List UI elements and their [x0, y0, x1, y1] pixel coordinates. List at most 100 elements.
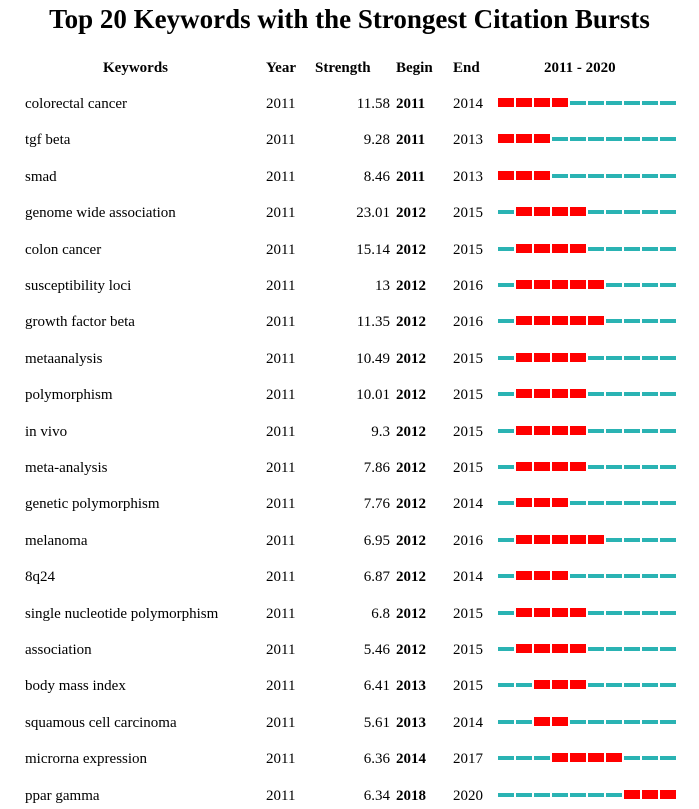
- timeline-segment: [660, 647, 677, 651]
- keyword-cell: tgf beta: [25, 132, 71, 149]
- strength-cell: 7.86: [363, 460, 390, 476]
- timeline-segment: [660, 574, 677, 579]
- timeline-segment: [588, 465, 605, 469]
- burst-segment: [534, 280, 551, 289]
- timeline-segment: [498, 392, 515, 397]
- burst-segment: [552, 389, 569, 399]
- burst-segment: [552, 98, 569, 107]
- year-cell: 2011: [266, 605, 296, 622]
- timeline-segment: [606, 210, 623, 215]
- burst-segment: [552, 316, 569, 326]
- timeline-segment: [498, 246, 515, 251]
- burst-segment: [516, 316, 533, 326]
- burst-segment: [606, 753, 623, 763]
- timeline-segment: [660, 719, 677, 724]
- timeline-segment: [660, 756, 677, 761]
- burst-segment: [552, 534, 569, 544]
- timeline-segment: [624, 283, 641, 287]
- burst-segment: [588, 753, 605, 763]
- burst-segment: [642, 789, 659, 799]
- strength-cell: 9.28: [363, 132, 390, 149]
- timeline-segment: [588, 101, 605, 105]
- timeline-segment: [570, 137, 587, 142]
- timeline-segment: [606, 647, 623, 651]
- table-row: tgf beta 2011 9.28 2011 2013: [0, 128, 699, 152]
- timeline-segment: [642, 719, 659, 724]
- timeline-segment: [642, 246, 659, 251]
- timeline-segment: [570, 501, 587, 506]
- timeline-segment: [624, 756, 641, 761]
- timeline-segment: [570, 719, 587, 724]
- burst-segment: [516, 352, 533, 362]
- end-cell: 2015: [453, 460, 483, 476]
- timeline-segment: [606, 465, 623, 469]
- burst-segment: [534, 644, 551, 653]
- timeline-segment: [498, 355, 515, 360]
- timeline-segment: [660, 210, 677, 215]
- strength-cell: 8.46: [363, 168, 390, 185]
- table-row: microrna expression 2011 6.36 2014 2017: [0, 747, 699, 771]
- keyword-cell: metaanalysis: [25, 350, 103, 367]
- keyword-cell: in vivo: [25, 423, 68, 440]
- table-row: association 2011 5.46 2012 2015: [0, 638, 699, 662]
- timeline-segment: [498, 683, 515, 688]
- burst-segment: [516, 462, 533, 471]
- burst-segment: [570, 680, 587, 690]
- table-row: metaanalysis 2011 10.49 2012 2015: [0, 347, 699, 371]
- timeline-segment: [660, 246, 677, 251]
- begin-cell: 2012: [396, 496, 426, 513]
- timeline-segment: [660, 465, 677, 469]
- burst-segment: [570, 607, 587, 617]
- keyword-cell: growth factor beta: [25, 314, 135, 331]
- strength-cell: 10.01: [356, 387, 390, 404]
- timeline-segment: [606, 392, 623, 397]
- timeline-segment: [624, 137, 641, 142]
- timeline-segment: [588, 137, 605, 142]
- timeline-segment: [606, 137, 623, 142]
- timeline-segment: [660, 319, 677, 324]
- burst-segment: [588, 534, 605, 544]
- burst-segment: [570, 243, 587, 253]
- timeline-segment: [642, 173, 659, 178]
- timeline-segment: [588, 647, 605, 651]
- timeline-segment: [624, 210, 641, 215]
- burst-segment: [552, 753, 569, 763]
- timeline-segment: [498, 719, 515, 724]
- begin-cell: 2012: [396, 460, 426, 476]
- timeline-segment: [552, 173, 569, 178]
- timeline-segment: [516, 756, 533, 761]
- strength-cell: 5.46: [363, 642, 390, 658]
- burst-segment: [516, 425, 533, 435]
- table-row: in vivo 2011 9.3 2012 2015: [0, 420, 699, 444]
- header-range: 2011 - 2020: [544, 60, 616, 76]
- burst-segment: [516, 243, 533, 253]
- burst-segment: [552, 644, 569, 653]
- table-row: colorectal cancer 2011 11.58 2011 2014: [0, 92, 699, 116]
- keyword-cell: susceptibility loci: [25, 278, 132, 294]
- burst-segment: [534, 534, 551, 544]
- timeline-segment: [642, 501, 659, 506]
- begin-cell: 2011: [396, 132, 426, 149]
- timeline-segment: [588, 392, 605, 397]
- burst-segment: [552, 498, 569, 508]
- timeline-segment: [624, 173, 641, 178]
- timeline-segment: [606, 574, 623, 579]
- timeline-segment: [660, 392, 677, 397]
- keyword-cell: body mass index: [25, 678, 126, 695]
- burst-segment: [552, 243, 569, 253]
- table-row: body mass index 2011 6.41 2013 2015: [0, 674, 699, 698]
- strength-cell: 6.34: [363, 787, 390, 804]
- timeline-segment: [498, 210, 515, 215]
- timeline-segment: [642, 210, 659, 215]
- strength-cell: 15.14: [356, 241, 390, 258]
- timeline-segment: [570, 792, 587, 797]
- end-cell: 2015: [453, 350, 483, 367]
- end-cell: 2015: [453, 241, 483, 258]
- table-row: melanoma 2011 6.95 2012 2016: [0, 529, 699, 553]
- timeline-segment: [642, 756, 659, 761]
- timeline-segment: [606, 101, 623, 105]
- timeline-segment: [534, 792, 551, 797]
- timeline-segment: [606, 501, 623, 506]
- year-cell: 2011: [266, 241, 296, 258]
- burst-segment: [552, 680, 569, 690]
